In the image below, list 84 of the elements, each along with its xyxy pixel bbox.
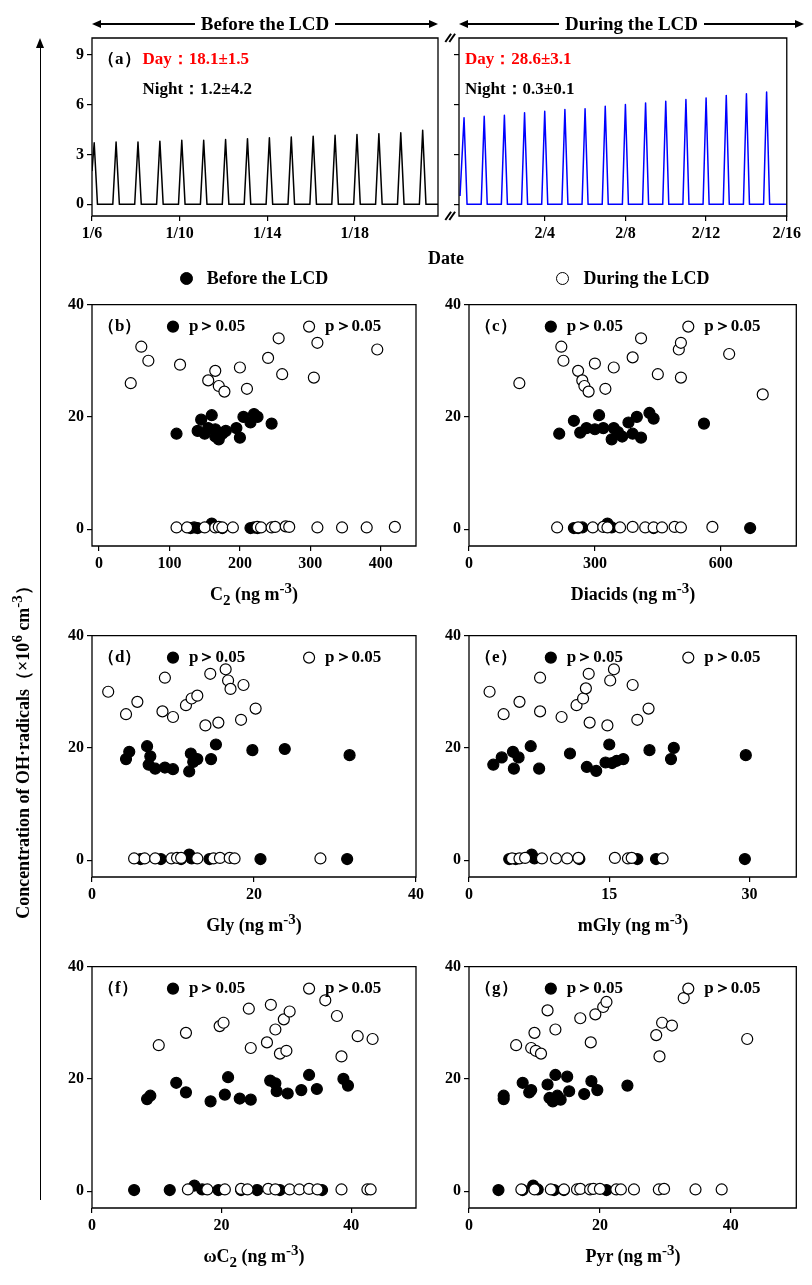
annotation: Day：28.6±3.1 (465, 49, 572, 69)
x-tick-label: 0 (88, 1215, 96, 1233)
x-tick-label: 40 (343, 1215, 360, 1233)
x-tick-label: 0 (465, 884, 473, 902)
x-tick-label: 2/8 (615, 223, 636, 241)
y-tick-label: 0 (76, 850, 84, 868)
legend-label: p＞0.05 (566, 977, 624, 997)
x-axis-title: Pyr (ng m$^{-3}$) (584, 1242, 682, 1267)
annotation: （a） (98, 49, 141, 69)
x-tick-label: 0 (95, 553, 104, 571)
x-tick-label: 300 (298, 553, 323, 571)
x-tick-label: 1/14 (252, 223, 282, 241)
x-tick-label: 400 (368, 553, 393, 571)
y-tick-label: 40 (68, 294, 84, 312)
legend-label: p＞0.05 (566, 646, 624, 666)
legend-label: p＞0.05 (704, 646, 761, 666)
y-tick-label: 40 (445, 625, 461, 643)
x-tick-label: 2/16 (772, 223, 801, 241)
y-tick-label: 0 (453, 1181, 461, 1199)
y-tick-label: 0 (76, 1181, 84, 1199)
x-tick-label: 1/6 (81, 223, 103, 241)
y-tick-label: 40 (68, 625, 84, 643)
annotation: （c） (475, 315, 517, 335)
x-axis-title: mGly (ng m$^{-3}$) (576, 911, 690, 936)
y-tick-label: 20 (445, 738, 461, 756)
legend-label: p＞0.05 (189, 977, 246, 997)
annotation: Day：18.1±1.5 (142, 49, 250, 69)
chart-title: During the LCD (565, 13, 699, 35)
x-tick-label: 2/4 (534, 223, 555, 241)
x-tick-label: 40 (408, 884, 424, 902)
y-tick-label: 0 (453, 850, 461, 868)
x-tick-label: 0 (465, 1215, 473, 1233)
annotation: Night：1.2±4.2 (142, 79, 252, 99)
x-tick-label: 20 (591, 1215, 608, 1233)
annotation: （d） (98, 646, 142, 666)
legend-label: p＞0.05 (325, 315, 382, 335)
legend-label: p＞0.05 (189, 646, 246, 666)
x-tick-label: 1/18 (340, 223, 370, 241)
y-tick-label: 9 (76, 44, 84, 62)
x-tick-label: 20 (213, 1215, 230, 1233)
legend-label: p＞0.05 (566, 315, 624, 335)
x-tick-label: 1/10 (165, 223, 194, 241)
x-tick-label: 15 (601, 884, 618, 902)
legend-label: p＞0.05 (189, 315, 246, 335)
x-tick-label: 40 (722, 1215, 739, 1233)
y-tick-label: 20 (445, 407, 461, 425)
y-tick-label: 40 (445, 294, 461, 312)
y-tick-label: 20 (68, 1069, 84, 1087)
x-axis-title: Date (427, 248, 465, 269)
x-tick-label: 300 (582, 553, 607, 571)
legend-label: p＞0.05 (325, 646, 382, 666)
x-tick-label: 30 (741, 884, 758, 902)
y-tick-label: 0 (76, 194, 84, 212)
y-tick-label: 0 (453, 519, 461, 537)
annotation: （g） (475, 977, 518, 997)
legend-label: p＞0.05 (704, 977, 761, 997)
y-tick-label: 3 (76, 144, 84, 162)
legend-label: p＞0.05 (704, 315, 761, 335)
y-tick-label: 40 (445, 956, 461, 974)
annotation: Night：0.3±0.1 (465, 79, 575, 99)
annotation: （f） (98, 977, 138, 997)
y-tick-label: 20 (68, 738, 84, 756)
text: Before the LCD (206, 268, 329, 289)
x-axis-title: Diacids (ng m$^{-3}$) (569, 580, 697, 605)
x-tick-label: 0 (88, 884, 96, 902)
legend-label: p＞0.05 (325, 977, 382, 997)
y-tick-label: 20 (68, 407, 84, 425)
annotation: （b） (98, 315, 142, 335)
x-tick-label: 20 (246, 884, 262, 902)
text: During the LCD (583, 268, 710, 289)
y-tick-label: 0 (76, 519, 84, 537)
x-axis-title: C$_{2}$ (ng m$^{-3}$) (209, 580, 299, 609)
y-tick-label: 20 (445, 1069, 461, 1087)
x-tick-label: 200 (227, 553, 252, 571)
chart-title: Before the LCD (200, 13, 330, 35)
x-axis-title: Gly (ng m$^{-3}$) (205, 911, 303, 936)
y-tick-label: 40 (68, 956, 84, 974)
x-tick-label: 100 (157, 553, 182, 571)
annotation: （e） (475, 646, 517, 666)
x-tick-label: 2/12 (691, 223, 721, 241)
x-tick-label: 0 (465, 553, 473, 571)
y-tick-label: 6 (76, 94, 84, 112)
x-tick-label: 600 (708, 553, 733, 571)
x-axis-title: ωC$_{2}$ (ng m$^{-3}$) (202, 1242, 306, 1271)
